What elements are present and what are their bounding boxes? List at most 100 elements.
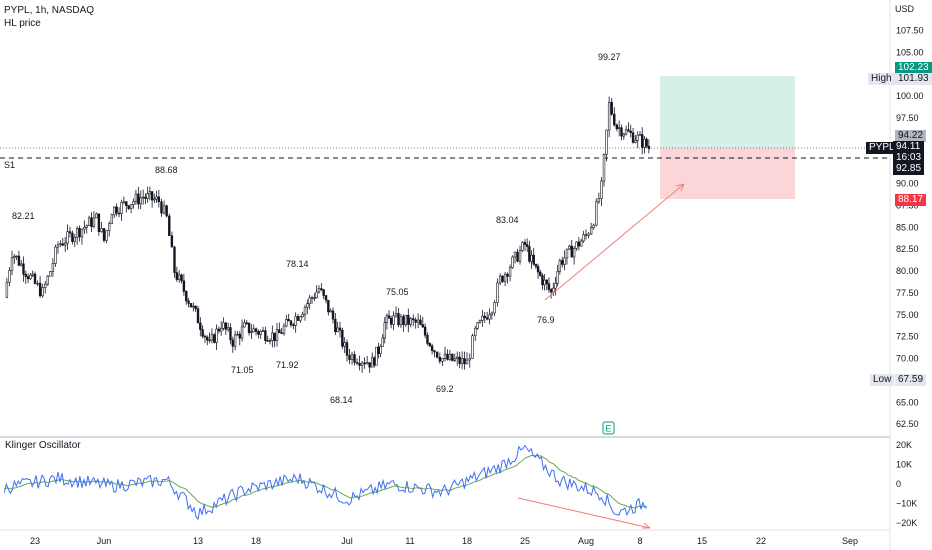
candle-body[interactable] <box>80 228 84 238</box>
candle-body[interactable] <box>493 302 496 314</box>
candle-body[interactable] <box>582 234 585 242</box>
candle-body[interactable] <box>568 245 571 250</box>
candle-body[interactable] <box>105 230 108 241</box>
candle-body[interactable] <box>446 353 449 360</box>
candle-body[interactable] <box>329 310 332 313</box>
candle-body[interactable] <box>102 228 106 241</box>
candle-body[interactable] <box>511 256 514 269</box>
candle-body[interactable] <box>458 356 461 364</box>
candle-body[interactable] <box>341 329 344 347</box>
candle-body[interactable] <box>476 322 479 329</box>
candle-body[interactable] <box>5 281 9 298</box>
candle-body[interactable] <box>301 314 304 318</box>
candle-body[interactable] <box>280 332 283 334</box>
candle-body[interactable] <box>525 244 529 247</box>
earnings-marker[interactable] <box>602 421 615 435</box>
candle-body[interactable] <box>175 272 179 280</box>
candle-body[interactable] <box>261 330 265 332</box>
candle-body[interactable] <box>144 196 147 199</box>
candle-body[interactable] <box>90 217 93 227</box>
candle-body[interactable] <box>85 225 88 228</box>
candle-body[interactable] <box>139 197 142 205</box>
candle-body[interactable] <box>412 318 415 321</box>
candle-body[interactable] <box>453 358 456 361</box>
candle-body[interactable] <box>592 224 595 229</box>
candle-body[interactable] <box>600 180 603 199</box>
candle-body[interactable] <box>534 263 538 267</box>
candle-body[interactable] <box>199 322 202 330</box>
candle-body[interactable] <box>10 257 14 271</box>
candle-body[interactable] <box>254 328 258 332</box>
candle-body[interactable] <box>19 263 23 266</box>
candle-body[interactable] <box>381 337 384 347</box>
candle-body[interactable] <box>587 233 590 236</box>
candle-body[interactable] <box>137 193 140 205</box>
candle-body[interactable] <box>324 295 328 301</box>
candle-body[interactable] <box>257 331 260 335</box>
candle-body[interactable] <box>243 322 246 328</box>
candle-body[interactable] <box>451 353 454 361</box>
candle-body[interactable] <box>394 313 398 317</box>
candle-body[interactable] <box>561 260 564 265</box>
candle-body[interactable] <box>518 250 522 262</box>
candle-body[interactable] <box>617 127 621 130</box>
candle-body[interactable] <box>481 315 484 321</box>
candle-body[interactable] <box>273 332 276 341</box>
candle-body[interactable] <box>182 280 186 292</box>
candle-body[interactable] <box>338 327 342 331</box>
candle-body[interactable] <box>206 336 209 341</box>
candle-body[interactable] <box>353 354 356 363</box>
candle-body[interactable] <box>501 275 504 282</box>
candle-body[interactable] <box>160 201 163 214</box>
candle-body[interactable] <box>201 329 204 337</box>
candle-body[interactable] <box>278 329 281 334</box>
candle-body[interactable] <box>8 270 11 283</box>
candle-body[interactable] <box>348 355 351 360</box>
candle-body[interactable] <box>414 319 417 323</box>
candle-body[interactable] <box>627 129 630 132</box>
candle-body[interactable] <box>387 315 391 319</box>
candle-body[interactable] <box>350 354 354 360</box>
candle-body[interactable] <box>83 227 86 230</box>
candle-body[interactable] <box>173 246 176 273</box>
candle-body[interactable] <box>132 201 135 205</box>
candle-body[interactable] <box>428 343 431 347</box>
candle-body[interactable] <box>54 246 57 264</box>
candle-body[interactable] <box>22 263 25 275</box>
candle-body[interactable] <box>194 305 197 310</box>
candle-body[interactable] <box>327 299 330 313</box>
candle-body[interactable] <box>115 206 118 214</box>
candle-body[interactable] <box>122 201 126 203</box>
candle-body[interactable] <box>448 353 452 360</box>
candle-body[interactable] <box>363 362 366 365</box>
candle-body[interactable] <box>506 273 509 277</box>
candle-body[interactable] <box>148 191 152 195</box>
candle-body[interactable] <box>584 234 588 236</box>
candle-body[interactable] <box>536 266 540 273</box>
candle-body[interactable] <box>259 330 262 335</box>
candle-body[interactable] <box>141 196 145 199</box>
candle-body[interactable] <box>231 339 234 347</box>
candle-body[interactable] <box>370 357 374 368</box>
candle-body[interactable] <box>268 340 272 342</box>
candle-body[interactable] <box>210 334 214 341</box>
candle-body[interactable] <box>438 356 442 362</box>
candle-body[interactable] <box>530 254 533 262</box>
candle-body[interactable] <box>421 324 424 328</box>
candle-body[interactable] <box>320 288 323 290</box>
candle-body[interactable] <box>61 243 64 246</box>
candle-body[interactable] <box>222 322 225 329</box>
candle-body[interactable] <box>317 288 321 293</box>
candle-body[interactable] <box>100 228 103 232</box>
candle-body[interactable] <box>580 240 583 247</box>
candle-body[interactable] <box>13 255 16 258</box>
candle-body[interactable] <box>215 328 218 343</box>
candle-body[interactable] <box>498 275 502 284</box>
candle-body[interactable] <box>292 324 295 326</box>
candle-body[interactable] <box>129 204 133 209</box>
candle-body[interactable] <box>575 241 578 249</box>
candle-body[interactable] <box>170 235 174 248</box>
candle-body[interactable] <box>95 213 98 219</box>
candle-body[interactable] <box>240 326 244 339</box>
candle-body[interactable] <box>636 134 639 141</box>
